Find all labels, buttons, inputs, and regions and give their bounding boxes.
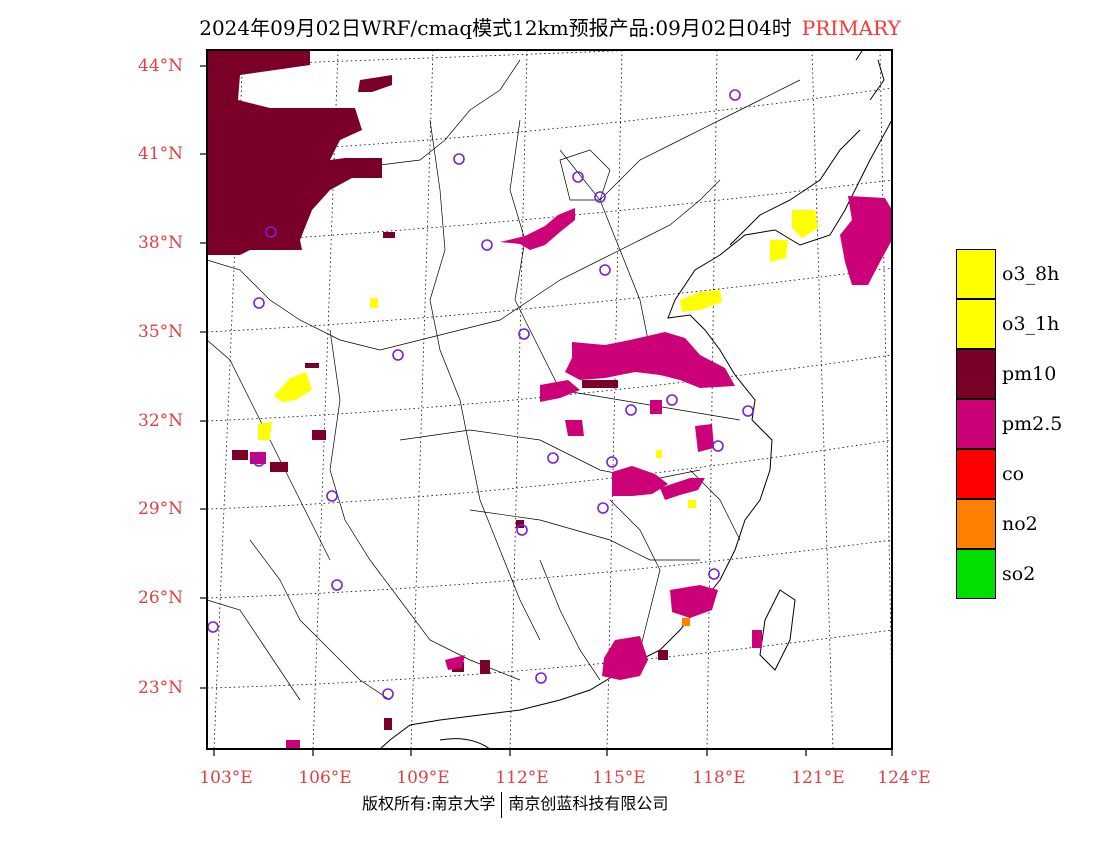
legend-swatch-so2 <box>956 549 996 599</box>
lat-label-23n: 23°N <box>138 678 184 698</box>
lon-label-109e: 109°E <box>396 768 450 788</box>
legend-label-o3-1h: o3_1h <box>1002 313 1060 335</box>
longitude-gridlines <box>213 50 892 749</box>
legend-swatch-no2 <box>956 499 996 549</box>
copyright-left: 版权所有:南京大学 <box>362 794 496 813</box>
copyright-footer: 版权所有:南京大学 南京创蓝科技有限公司 <box>362 790 668 818</box>
primary-tag: PRIMARY <box>801 16 901 40</box>
coastline <box>379 50 892 749</box>
lat-label-35n: 35°N <box>138 322 184 342</box>
legend-swatch-co <box>956 449 996 499</box>
axis-ticks <box>200 65 893 756</box>
lon-label-118e: 118°E <box>692 768 746 788</box>
legend-label-no2: no2 <box>1002 513 1038 535</box>
lon-label-124e: 124°E <box>877 768 931 788</box>
footer-separator <box>501 791 503 818</box>
lat-label-41n: 41°N <box>138 144 184 164</box>
lat-label-38n: 38°N <box>138 233 184 253</box>
map-title: 2024年09月02日WRF/cmaq模式12km预报产品:09月02日04时 P… <box>0 12 1100 41</box>
pm25-regions <box>250 196 892 749</box>
lon-label-103e: 103°E <box>199 768 253 788</box>
lat-label-29n: 29°N <box>138 499 184 519</box>
legend-label-so2: so2 <box>1002 563 1036 585</box>
city-markers <box>207 89 754 700</box>
lat-label-44n: 44°N <box>138 56 184 76</box>
legend-label-o3-8h: o3_8h <box>1002 263 1060 285</box>
lat-label-32n: 32°N <box>138 411 184 431</box>
legend-label-pm10: pm10 <box>1002 363 1057 385</box>
legend-swatch-o3-8h <box>956 249 996 299</box>
legend-swatch-pm25 <box>956 399 996 449</box>
legend-label-pm25: pm2.5 <box>1002 413 1063 435</box>
lon-label-121e: 121°E <box>791 768 845 788</box>
lon-label-115e: 115°E <box>592 768 646 788</box>
lat-label-26n: 26°N <box>138 588 184 608</box>
map-frame <box>206 49 893 750</box>
no2-spot <box>682 618 690 626</box>
legend-label-co: co <box>1002 463 1025 485</box>
legend-swatch-o3-1h <box>956 299 996 349</box>
map-title-main: 2024年09月02日WRF/cmaq模式12km预报产品:09月02日04时 <box>199 16 792 40</box>
legend-swatch-pm10 <box>956 349 996 399</box>
o3-regions <box>258 210 818 508</box>
lon-label-106e: 106°E <box>298 768 352 788</box>
copyright-right: 南京创蓝科技有限公司 <box>508 794 669 813</box>
province-boundaries <box>207 59 801 701</box>
lon-label-112e: 112°E <box>495 768 549 788</box>
